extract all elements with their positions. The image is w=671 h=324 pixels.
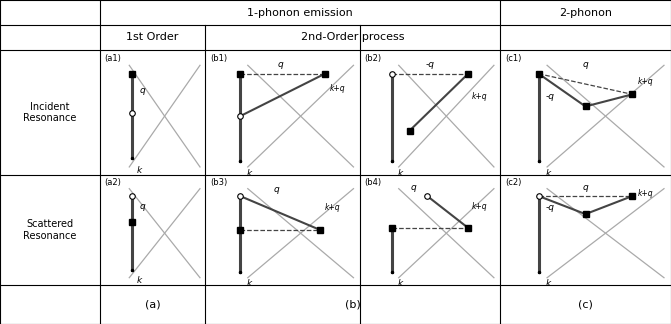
Text: (c): (c) <box>578 299 593 309</box>
Text: k: k <box>246 279 252 287</box>
Text: k: k <box>546 168 551 178</box>
Text: q: q <box>582 60 588 69</box>
Text: k: k <box>136 166 142 175</box>
Text: Scattered
Resonance: Scattered Resonance <box>23 219 76 241</box>
Text: (b): (b) <box>345 299 360 309</box>
Text: k: k <box>136 276 142 285</box>
Text: q: q <box>411 183 417 192</box>
Text: -q: -q <box>426 60 435 69</box>
Text: (c2): (c2) <box>505 178 522 187</box>
Text: q: q <box>278 60 284 69</box>
Text: k: k <box>397 168 403 178</box>
Text: (c1): (c1) <box>505 53 522 63</box>
Text: (b4): (b4) <box>365 178 382 187</box>
Text: 1-phonon emission: 1-phonon emission <box>247 7 353 17</box>
Text: (a1): (a1) <box>104 53 121 63</box>
Text: k+q: k+q <box>472 202 488 211</box>
Text: q: q <box>140 202 145 211</box>
Text: k+q: k+q <box>472 92 488 101</box>
Text: q: q <box>140 86 145 95</box>
Text: (b3): (b3) <box>210 178 227 187</box>
Text: q: q <box>274 185 279 194</box>
Text: (a2): (a2) <box>104 178 121 187</box>
Text: k: k <box>546 279 551 287</box>
Text: k+q: k+q <box>637 77 653 86</box>
Text: k+q: k+q <box>637 190 653 199</box>
Text: 2nd-Order process: 2nd-Order process <box>301 32 404 42</box>
Text: k+q: k+q <box>329 85 345 93</box>
Text: k: k <box>397 279 403 287</box>
Text: q: q <box>582 183 588 192</box>
Text: 1st Order: 1st Order <box>126 32 178 42</box>
Text: -q: -q <box>546 92 554 101</box>
Text: -q: -q <box>546 203 554 212</box>
Text: (b2): (b2) <box>365 53 382 63</box>
Text: Incident
Resonance: Incident Resonance <box>23 102 76 123</box>
Text: (b1): (b1) <box>210 53 227 63</box>
Text: (a): (a) <box>145 299 160 309</box>
Text: 2-phonon: 2-phonon <box>559 7 612 17</box>
Text: k: k <box>246 168 252 178</box>
Text: k+q: k+q <box>325 203 340 212</box>
